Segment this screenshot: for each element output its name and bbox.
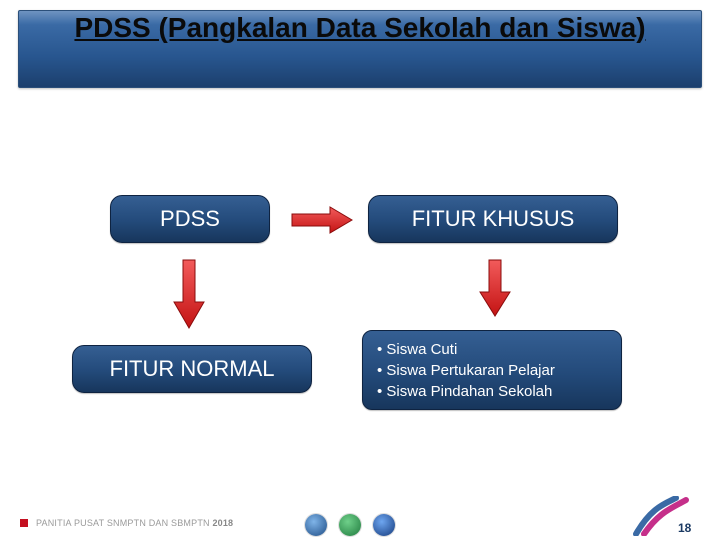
arrow-down-icon bbox=[478, 258, 512, 318]
svg-text:18: 18 bbox=[678, 521, 692, 535]
node-fitur-normal-label: FITUR NORMAL bbox=[110, 356, 275, 382]
logo-icon bbox=[373, 514, 395, 536]
node-pdss-label: PDSS bbox=[160, 206, 220, 232]
node-fitur-khusus: FITUR KHUSUS bbox=[368, 195, 618, 243]
footer-text-prefix: PANITIA PUSAT SNMPTN DAN SBMPTN bbox=[36, 518, 212, 528]
node-detail: Siswa Cuti Siswa Pertukaran Pelajar Sisw… bbox=[362, 330, 622, 410]
footer-marker-icon bbox=[20, 519, 28, 527]
detail-item: Siswa Cuti bbox=[377, 339, 609, 360]
node-fitur-normal: FITUR NORMAL bbox=[72, 345, 312, 393]
footer-text: PANITIA PUSAT SNMPTN DAN SBMPTN 2018 bbox=[36, 518, 233, 528]
ribbon-icon: 18 bbox=[626, 496, 706, 536]
arrow-down-icon bbox=[172, 258, 206, 330]
logo-icon bbox=[305, 514, 327, 536]
slide: PDSS (Pangkalan Data Sekolah dan Siswa) … bbox=[0, 0, 720, 540]
arrow-right-icon bbox=[290, 205, 354, 235]
detail-item: Siswa Pertukaran Pelajar bbox=[377, 360, 609, 381]
node-pdss: PDSS bbox=[110, 195, 270, 243]
footer-text-year: 2018 bbox=[212, 518, 233, 528]
footer-logos bbox=[305, 514, 395, 536]
node-fitur-khusus-label: FITUR KHUSUS bbox=[412, 206, 575, 232]
detail-item: Siswa Pindahan Sekolah bbox=[377, 381, 609, 402]
logo-icon bbox=[339, 514, 361, 536]
page-title: PDSS (Pangkalan Data Sekolah dan Siswa) bbox=[18, 6, 702, 45]
footer: PANITIA PUSAT SNMPTN DAN SBMPTN 2018 18 bbox=[0, 506, 720, 540]
